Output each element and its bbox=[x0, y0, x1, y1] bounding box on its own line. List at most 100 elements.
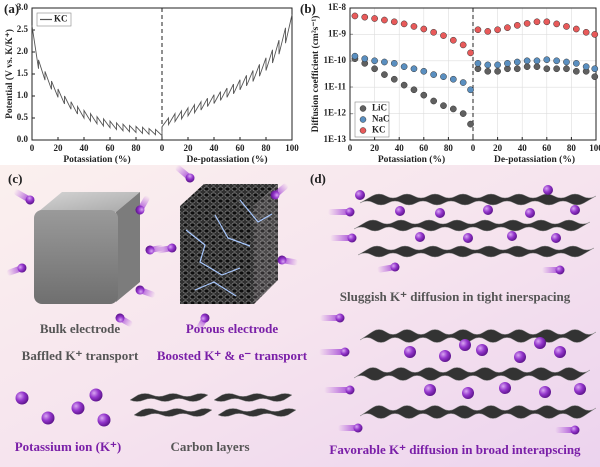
ion-head bbox=[145, 245, 155, 255]
caption: Potassium ion (K⁺) bbox=[15, 439, 122, 454]
data-point bbox=[591, 31, 599, 38]
legend-label: KC bbox=[54, 14, 68, 24]
data-point bbox=[371, 57, 378, 65]
moving-ion bbox=[377, 262, 400, 273]
data-point bbox=[430, 97, 437, 105]
legend-swatch bbox=[359, 105, 367, 112]
illustrations: Bulk electrode Baffled K⁺ transport Poro… bbox=[6, 165, 597, 457]
y-tick-label: 1E-10 bbox=[324, 55, 347, 65]
ion-head bbox=[345, 207, 355, 217]
ion-head bbox=[185, 173, 195, 183]
x-tick-label: 20 bbox=[493, 143, 503, 153]
x-tick-label: 40 bbox=[518, 143, 528, 153]
data-point bbox=[361, 13, 369, 21]
data-point bbox=[494, 26, 501, 34]
carbon-sheet bbox=[359, 193, 597, 206]
carbon-sheet bbox=[133, 408, 213, 417]
data-point bbox=[543, 18, 551, 26]
data-point bbox=[563, 23, 570, 30]
potassium-ion bbox=[459, 339, 471, 351]
potassium-ion bbox=[439, 350, 451, 362]
moving-ion bbox=[270, 183, 288, 200]
porous-cube-top bbox=[180, 184, 278, 206]
data-point bbox=[449, 75, 457, 83]
data-point bbox=[582, 28, 590, 36]
potassium-ion bbox=[539, 386, 551, 398]
carbon-sheet bbox=[359, 329, 597, 343]
carbon-sheet bbox=[129, 393, 209, 402]
panel-label: (a) bbox=[4, 1, 19, 16]
moving-ion bbox=[542, 265, 565, 275]
potassium-ion bbox=[463, 233, 473, 243]
x-tick-label: 80 bbox=[132, 143, 142, 153]
caption: Baffled K⁺ transport bbox=[22, 348, 139, 363]
data-point bbox=[390, 18, 398, 26]
data-point bbox=[563, 65, 570, 73]
moving-ion bbox=[330, 233, 357, 243]
data-point bbox=[504, 60, 511, 67]
ion-head bbox=[353, 423, 363, 433]
x-tick-label: 0 bbox=[471, 143, 476, 153]
data-point bbox=[351, 52, 359, 60]
data-point bbox=[484, 28, 492, 35]
panel-label: (d) bbox=[310, 171, 326, 186]
data-point bbox=[572, 25, 580, 33]
y-tick-label: 1E-12 bbox=[324, 108, 347, 118]
data-point bbox=[390, 75, 398, 83]
y-tick-label: 2.0 bbox=[17, 46, 29, 56]
caption: Sluggish K⁺ diffusion in tight inerspaci… bbox=[340, 289, 571, 304]
y-axis-label: Potential (V vs. K/K⁺) bbox=[4, 29, 15, 119]
cube-top bbox=[38, 192, 140, 212]
data-line bbox=[31, 14, 293, 137]
data-point bbox=[459, 110, 467, 117]
data-point bbox=[543, 56, 551, 64]
potassium-ion bbox=[499, 382, 511, 394]
data-point bbox=[504, 24, 511, 32]
data-point bbox=[371, 65, 378, 73]
data-point bbox=[420, 67, 428, 75]
data-point bbox=[400, 81, 408, 89]
data-point bbox=[513, 22, 521, 29]
data-point bbox=[371, 15, 378, 22]
data-point bbox=[474, 60, 482, 67]
data-point bbox=[523, 63, 531, 71]
moving-ion bbox=[135, 195, 150, 215]
data-point bbox=[474, 26, 482, 34]
data-point bbox=[467, 86, 474, 94]
y-tick-label: 3.0 bbox=[17, 2, 29, 12]
moving-ion bbox=[196, 313, 210, 331]
potassium-ion bbox=[483, 205, 493, 215]
data-point bbox=[400, 63, 408, 71]
x-tick-label: 0 bbox=[348, 143, 353, 153]
y-tick-label: 0.5 bbox=[17, 112, 29, 122]
moving-ion bbox=[328, 207, 355, 217]
data-point bbox=[533, 63, 541, 71]
moving-ion bbox=[175, 165, 195, 183]
data-point bbox=[553, 65, 560, 73]
data-point bbox=[420, 25, 428, 33]
y-tick-label: 1.0 bbox=[17, 90, 29, 100]
ion-head bbox=[135, 205, 145, 215]
potassium-ion bbox=[574, 383, 586, 395]
moving-ion bbox=[320, 313, 345, 323]
data-point bbox=[410, 65, 418, 73]
data-point bbox=[523, 57, 531, 65]
data-point bbox=[572, 60, 580, 67]
data-point bbox=[513, 58, 521, 66]
caption: Favorable K⁺ diffusion in broad interaps… bbox=[329, 442, 581, 457]
data-point bbox=[459, 79, 467, 86]
y-tick-label: 1E-13 bbox=[324, 134, 347, 144]
chart: (a) 0.0 0.5 1.0 1.5 2.0 2.5 3.0 0 20 40 60 80 0 20 40 60… bbox=[4, 1, 299, 165]
ion-head bbox=[167, 243, 177, 253]
moving-ion bbox=[14, 189, 35, 205]
x-tick-label: 60 bbox=[106, 143, 116, 153]
potassium-ion bbox=[551, 233, 561, 243]
ion-trail bbox=[555, 427, 575, 433]
carbon-sheet bbox=[217, 408, 297, 417]
moving-ion bbox=[338, 423, 363, 433]
legend-label: LiC bbox=[372, 103, 387, 113]
data-point bbox=[449, 36, 457, 44]
data-point bbox=[390, 60, 398, 67]
data-point bbox=[484, 67, 492, 75]
data-point bbox=[410, 86, 418, 94]
